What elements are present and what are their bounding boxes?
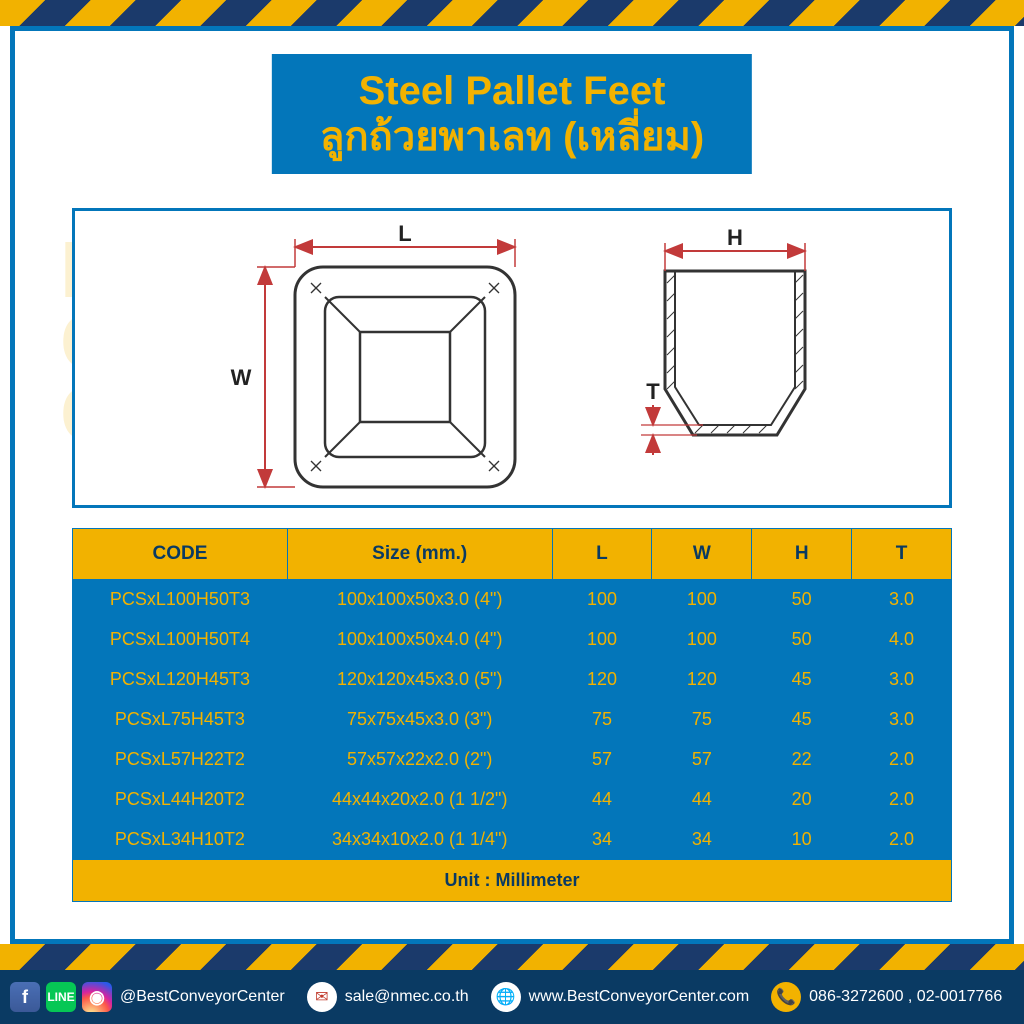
table-row: PCSxL100H50T3100x100x50x3.0 (4")10010050… [73,580,952,620]
svg-text:W: W [231,365,252,390]
cell-l: 44 [552,780,652,820]
table-row: PCSxL34H10T234x34x10x2.0 (1 1/4")3434102… [73,820,952,860]
social-handle: @BestConveyorCenter [120,988,285,1006]
svg-text:H: H [727,225,743,250]
cell-h: 20 [752,780,852,820]
phone-group: 📞 086-3272600 , 02-0017766 [771,982,1002,1012]
cell-t: 3.0 [852,700,952,740]
cell-code: PCSxL34H10T2 [73,820,288,860]
svg-text:T: T [646,379,660,404]
cell-l: 34 [552,820,652,860]
cell-size: 57x57x22x2.0 (2") [287,740,552,780]
cell-t: 2.0 [852,820,952,860]
cell-l: 100 [552,580,652,620]
cell-w: 100 [652,580,752,620]
cell-t: 4.0 [852,620,952,660]
email-text: sale@nmec.co.th [345,988,469,1006]
cell-size: 75x75x45x3.0 (3") [287,700,552,740]
cell-l: 57 [552,740,652,780]
cell-size: 100x100x50x3.0 (4") [287,580,552,620]
cell-code: PCSxL120H45T3 [73,660,288,700]
table-row: PCSxL100H50T4100x100x50x4.0 (4")10010050… [73,620,952,660]
web-group: 🌐 www.BestConveyorCenter.com [491,982,750,1012]
th-t: T [852,529,952,580]
line-icon: LINE [46,982,76,1012]
th-w: W [652,529,752,580]
cell-t: 3.0 [852,580,952,620]
th-size: Size (mm.) [287,529,552,580]
diagram-svg: L W [75,211,955,511]
cell-size: 44x44x20x2.0 (1 1/2") [287,780,552,820]
cell-size: 100x100x50x4.0 (4") [287,620,552,660]
table-row: PCSxL57H22T257x57x22x2.0 (2")5757222.0 [73,740,952,780]
th-l: L [552,529,652,580]
cell-w: 120 [652,660,752,700]
web-text: www.BestConveyorCenter.com [529,988,750,1006]
cell-code: PCSxL57H22T2 [73,740,288,780]
cell-w: 34 [652,820,752,860]
social-group: f LINE ◉ @BestConveyorCenter [10,982,285,1012]
table-footer-cell: Unit : Millimeter [73,860,952,902]
title-box: Steel Pallet Feet ลูกถ้วยพาเลท (เหลี่ยม) [272,54,752,174]
svg-text:L: L [398,221,411,246]
cell-t: 2.0 [852,740,952,780]
cell-h: 50 [752,580,852,620]
cell-w: 44 [652,780,752,820]
phone-text: 086-3272600 , 02-0017766 [809,988,1002,1006]
instagram-icon: ◉ [82,982,112,1012]
dimension-diagram: L W [72,208,952,508]
table-row: PCSxL120H45T3120x120x45x3.0 (5")12012045… [73,660,952,700]
cell-l: 120 [552,660,652,700]
cell-size: 120x120x45x3.0 (5") [287,660,552,700]
cell-h: 45 [752,700,852,740]
table-row: PCSxL44H20T244x44x20x2.0 (1 1/2")4444202… [73,780,952,820]
spec-table: CODE Size (mm.) L W H T PCSxL100H50T3100… [72,528,952,902]
cell-h: 50 [752,620,852,660]
cell-t: 3.0 [852,660,952,700]
th-h: H [752,529,852,580]
hazard-stripe-bottom [0,944,1024,970]
cell-l: 75 [552,700,652,740]
th-code: CODE [73,529,288,580]
cell-code: PCSxL44H20T2 [73,780,288,820]
globe-icon: 🌐 [491,982,521,1012]
cell-h: 45 [752,660,852,700]
cell-w: 100 [652,620,752,660]
table-row: PCSxL75H45T375x75x45x3.0 (3")7575453.0 [73,700,952,740]
cell-h: 22 [752,740,852,780]
email-group: ✉ sale@nmec.co.th [307,982,469,1012]
cell-t: 2.0 [852,780,952,820]
cell-code: PCSxL100H50T3 [73,580,288,620]
table-footer-row: Unit : Millimeter [73,860,952,902]
title-en: Steel Pallet Feet [320,68,704,114]
cell-h: 10 [752,820,852,860]
table-header-row: CODE Size (mm.) L W H T [73,529,952,580]
facebook-icon: f [10,982,40,1012]
contact-bar: f LINE ◉ @BestConveyorCenter ✉ sale@nmec… [0,970,1024,1024]
cell-size: 34x34x10x2.0 (1 1/4") [287,820,552,860]
cell-code: PCSxL100H50T4 [73,620,288,660]
hazard-stripe-top [0,0,1024,26]
cell-w: 75 [652,700,752,740]
cell-l: 100 [552,620,652,660]
mail-icon: ✉ [307,982,337,1012]
title-th: ลูกถ้วยพาเลท (เหลี่ยม) [320,114,704,160]
phone-icon: 📞 [771,982,801,1012]
cell-w: 57 [652,740,752,780]
cell-code: PCSxL75H45T3 [73,700,288,740]
